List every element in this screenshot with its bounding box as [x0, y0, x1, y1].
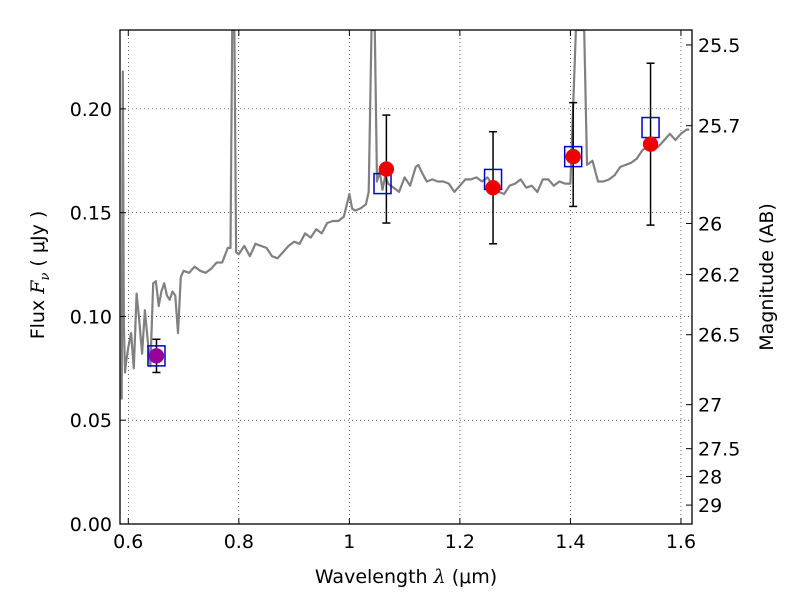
observed-flux-point — [378, 161, 395, 177]
y-tick-label: 0.10 — [70, 306, 112, 328]
magnitude-tick-label: 29 — [698, 495, 722, 517]
model-spectrum-line — [120, 30, 690, 400]
observed-flux-point — [148, 348, 165, 364]
axis-ticks: 0.6 0.8 1 1.2 1.4 1.6 0.00 0.05 0.10 0.15 0.20 25.5… — [70, 30, 740, 553]
y-axis-right-label: Magnitude (AB) — [756, 203, 778, 351]
plot-frame — [119, 29, 693, 525]
x-tick-label: 1.6 — [666, 531, 696, 553]
observed-flux-point — [642, 136, 659, 152]
magnitude-tick-label: 26.2 — [698, 265, 740, 287]
observed-flux-point — [485, 179, 501, 196]
magnitude-tick-label: 27.5 — [698, 439, 740, 461]
y-tick-label: 0.05 — [70, 410, 112, 432]
y-tick-label: 0.15 — [70, 203, 112, 225]
x-tick-label: 1.4 — [555, 531, 585, 553]
magnitude-tick-label: 26 — [698, 213, 722, 235]
y-axis-label: Flux Fν ( μJy ) — [27, 211, 53, 340]
model-flux-square — [147, 345, 166, 367]
model-flux-square — [563, 145, 583, 168]
x-tick-label: 1.2 — [445, 531, 475, 553]
x-tick-label: 1 — [343, 531, 355, 553]
magnitude-tick-label: 25.7 — [698, 116, 740, 138]
x-axis-label: Wavelength λ (μm) — [315, 566, 497, 588]
y-tick-label: 0.20 — [70, 99, 112, 121]
magnitude-tick-label: 27 — [698, 395, 722, 417]
x-tick-label: 0.6 — [113, 531, 143, 553]
observed-flux-point — [565, 148, 581, 165]
x-tick-label: 0.8 — [224, 531, 254, 553]
magnitude-tick-label: 25.5 — [698, 35, 740, 57]
plot-area — [120, 30, 690, 400]
magnitude-tick-label: 26.5 — [698, 325, 740, 347]
y-tick-label: 0.00 — [70, 514, 112, 536]
magnitude-tick-label: 28 — [698, 466, 722, 488]
